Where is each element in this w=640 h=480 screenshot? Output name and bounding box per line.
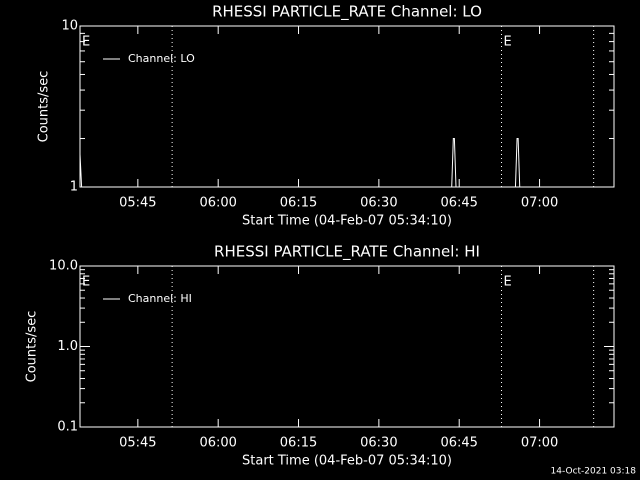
x-axis-label: Start Time (04-Feb-07 05:34:10): [242, 214, 452, 229]
x-tick-label: 06:00: [199, 196, 236, 211]
y-axis-label: Counts/sec: [25, 311, 40, 383]
annotation: E: [82, 275, 90, 290]
y-tick-label: 10: [61, 19, 78, 34]
annotation: E: [504, 275, 512, 290]
y-axis-label: Counts/sec: [37, 71, 52, 143]
x-tick-label: 06:15: [280, 196, 317, 211]
data-line: [79, 138, 614, 188]
y-tick-label: 1.0: [57, 339, 78, 354]
x-tick-label: 06:15: [280, 436, 317, 451]
annotation: E: [82, 35, 90, 50]
annotation: E: [504, 35, 512, 50]
x-tick-label: 06:00: [199, 436, 236, 451]
legend-label: Channel: HI: [128, 292, 192, 305]
x-axis-label: Start Time (04-Feb-07 05:34:10): [242, 454, 452, 469]
y-tick-label: 1: [70, 180, 78, 195]
x-tick-label: 06:30: [360, 196, 397, 211]
x-tick-label: 05:45: [119, 196, 156, 211]
x-tick-label: 06:45: [440, 436, 477, 451]
x-tick-label: 06:30: [360, 436, 397, 451]
legend-label: Channel: LO: [128, 52, 195, 65]
y-tick-label: 0.1: [57, 420, 78, 435]
chart-title: RHESSI PARTICLE_RATE Channel: HI: [214, 243, 480, 262]
x-tick-label: 07:00: [521, 436, 558, 451]
x-tick-label: 07:00: [521, 196, 558, 211]
footer: 14-Oct-2021 03:18: [551, 467, 637, 477]
x-tick-label: 05:45: [119, 436, 156, 451]
chart-title: RHESSI PARTICLE_RATE Channel: LO: [212, 3, 482, 22]
y-tick-label: 10.0: [49, 259, 78, 274]
x-tick-label: 06:45: [440, 196, 477, 211]
